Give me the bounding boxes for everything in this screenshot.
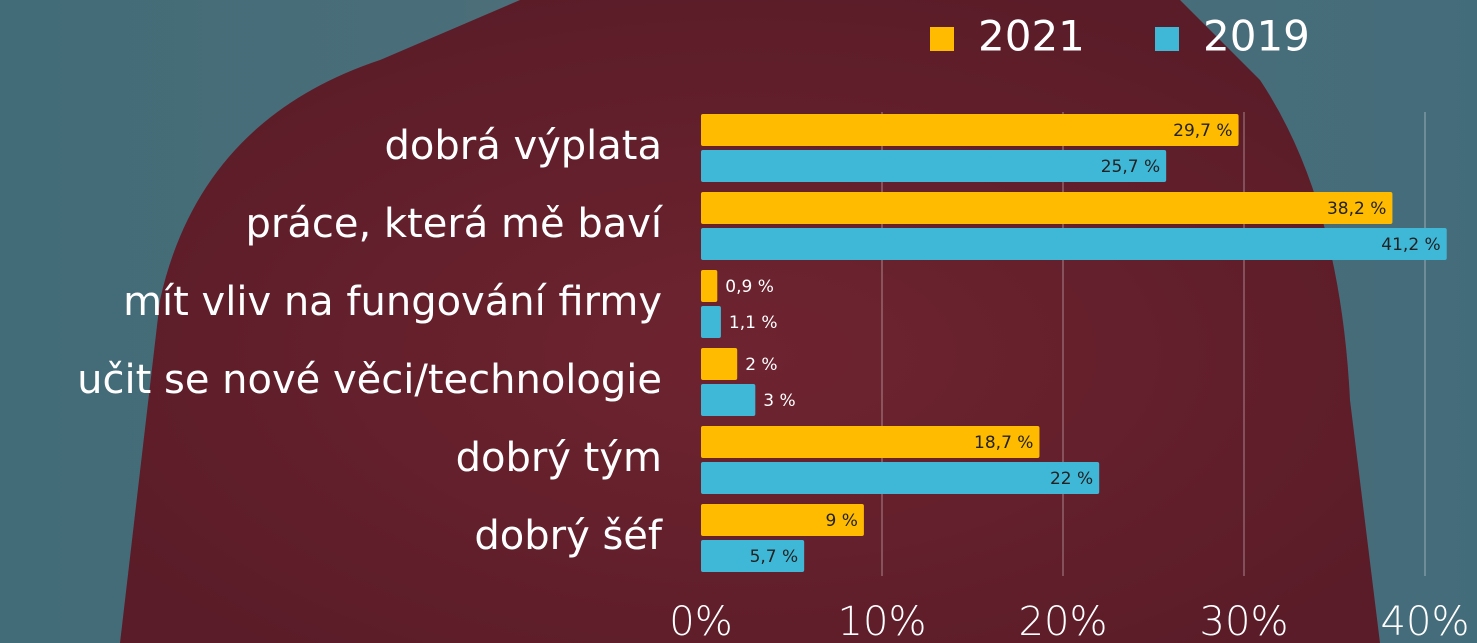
bar <box>701 270 718 302</box>
value-label: 38,2 % <box>1327 199 1386 219</box>
value-label: 22 % <box>1050 469 1093 489</box>
category-label: mít vliv na fungování firmy <box>123 279 662 325</box>
legend-swatch <box>1155 27 1179 51</box>
value-label: 18,7 % <box>974 433 1033 453</box>
bar <box>701 150 1167 182</box>
category-label: práce, která mě baví <box>246 201 664 247</box>
x-tick-label: 30% <box>1200 599 1289 643</box>
bar <box>701 504 864 536</box>
x-tick-label: 10% <box>838 599 927 643</box>
value-label: 1,1 % <box>729 313 778 333</box>
value-label: 2 % <box>745 355 777 375</box>
value-label: 41,2 % <box>1381 235 1440 255</box>
value-label: 3 % <box>763 391 795 411</box>
bar <box>701 306 721 338</box>
bar <box>701 384 756 416</box>
bar <box>701 114 1239 146</box>
bar <box>701 540 805 572</box>
x-tick-label: 0% <box>669 599 732 643</box>
bar <box>701 348 738 380</box>
category-label: dobrá výplata <box>385 123 662 169</box>
value-label: 0,9 % <box>725 277 774 297</box>
value-label: 29,7 % <box>1173 121 1232 141</box>
legend-label: 2021 <box>978 12 1085 61</box>
bar <box>701 192 1393 224</box>
category-label: dobrý šéf <box>474 513 663 559</box>
legend-label: 2019 <box>1203 12 1310 61</box>
bar <box>701 426 1040 458</box>
value-label: 5,7 % <box>750 547 799 567</box>
x-tick-label: 20% <box>1019 599 1108 643</box>
value-label: 9 % <box>826 511 858 531</box>
category-label: dobrý tým <box>456 435 662 481</box>
x-tick-label: 40% <box>1381 599 1470 643</box>
value-label: 25,7 % <box>1101 157 1160 177</box>
category-label: učit se nové věci/technologie <box>77 357 662 403</box>
bar <box>701 228 1447 260</box>
bar <box>701 462 1100 494</box>
legend-swatch <box>930 27 954 51</box>
